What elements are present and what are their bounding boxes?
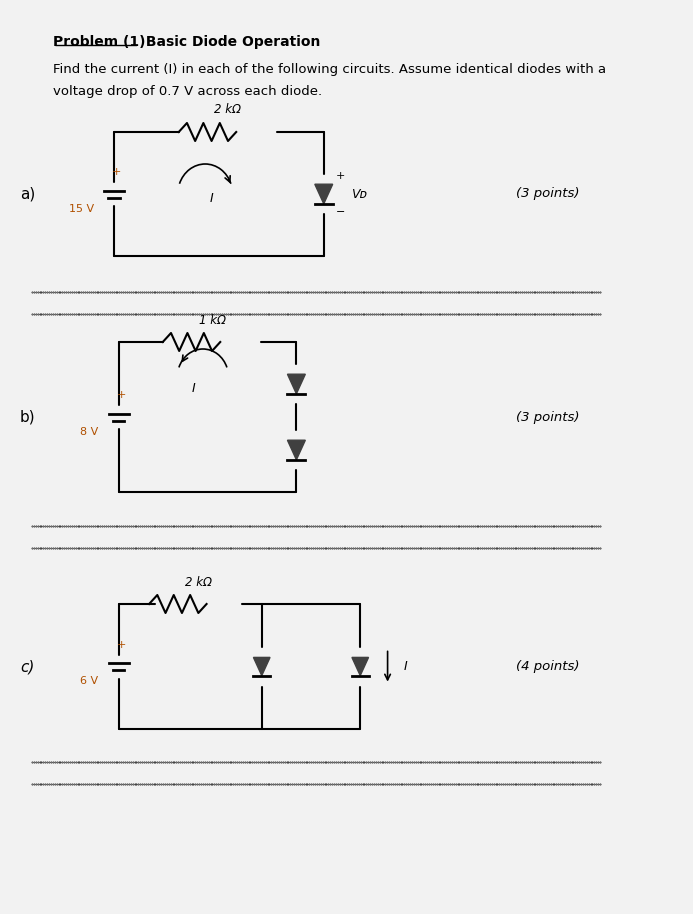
Text: +: + [112, 167, 121, 177]
Text: 1 kΩ: 1 kΩ [198, 314, 225, 326]
Text: 6 V: 6 V [80, 676, 98, 686]
Text: 15 V: 15 V [69, 204, 94, 214]
Text: −: − [335, 207, 345, 217]
Text: +: + [116, 390, 126, 400]
Text: I: I [210, 193, 213, 206]
Text: (4 points): (4 points) [516, 660, 579, 673]
Text: 8 V: 8 V [80, 427, 98, 437]
Polygon shape [315, 185, 333, 204]
Text: b): b) [19, 409, 35, 424]
Text: Find the current (I) in each of the following circuits. Assume identical diodes : Find the current (I) in each of the foll… [53, 63, 606, 77]
Text: 2 kΩ: 2 kΩ [215, 103, 241, 116]
Text: I: I [192, 382, 195, 396]
Polygon shape [254, 657, 270, 675]
Text: (3 points): (3 points) [516, 410, 579, 423]
Text: I: I [404, 660, 407, 673]
Polygon shape [352, 657, 369, 675]
Text: (3 points): (3 points) [516, 187, 579, 200]
Text: Problem (1): Problem (1) [53, 35, 146, 49]
Text: a): a) [19, 186, 35, 201]
Text: Basic Diode Operation: Basic Diode Operation [141, 35, 321, 49]
Text: Vᴅ: Vᴅ [351, 187, 367, 200]
Polygon shape [288, 374, 306, 394]
Text: voltage drop of 0.7 V across each diode.: voltage drop of 0.7 V across each diode. [53, 86, 322, 99]
Text: +: + [116, 640, 126, 650]
Text: +: + [335, 171, 345, 181]
Text: 2 kΩ: 2 kΩ [185, 576, 212, 589]
Polygon shape [288, 441, 306, 460]
Text: c): c) [20, 659, 35, 674]
